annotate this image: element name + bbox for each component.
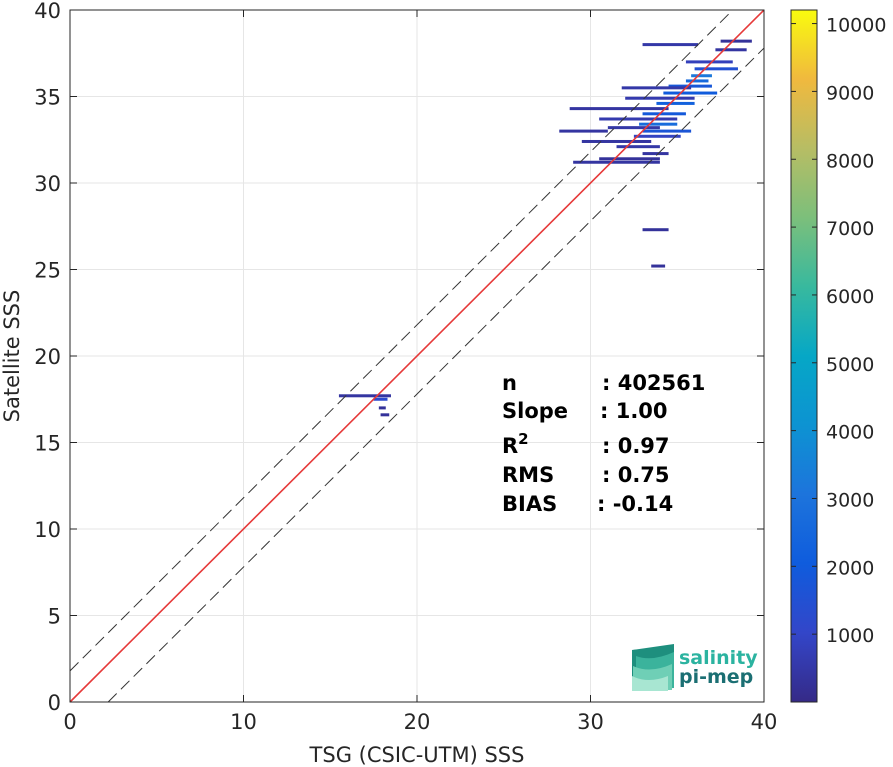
logo-text-pi-mep: pi-mep xyxy=(679,666,753,688)
stat-value-n: : 402561 xyxy=(602,371,705,395)
y-tick-label-8: 40 xyxy=(34,0,61,23)
density-segment-21 xyxy=(616,145,660,149)
stat-value-bias: : -0.14 xyxy=(597,492,673,516)
y-tick-label-4: 20 xyxy=(34,345,61,369)
density-segment-7 xyxy=(668,84,712,88)
density-segment-30 xyxy=(380,413,390,417)
density-segment-6 xyxy=(685,79,709,83)
stats-annotation: n : 402561 Slope : 1.00 R2 : 0.97 RMS : … xyxy=(502,371,705,516)
x-tick-label-2: 20 xyxy=(404,710,431,734)
y-tick-label-7: 35 xyxy=(34,86,61,110)
colorbar-tick-label-2: 3000 xyxy=(826,489,874,511)
stat-label-slope: Slope xyxy=(502,399,568,423)
x-tick-label-0: 0 xyxy=(63,710,76,734)
colorbar-tick-label-8: 9000 xyxy=(826,82,874,104)
density-segment-16 xyxy=(607,126,660,130)
x-tick-label-3: 30 xyxy=(577,710,604,734)
density-segment-11 xyxy=(656,101,695,105)
colorbar-tick-label-7: 8000 xyxy=(826,150,874,172)
density-segment-9 xyxy=(663,91,718,95)
reference-line-0 xyxy=(69,9,765,703)
colorbar-tick-label-9: 10000 xyxy=(826,15,886,37)
colorbar-tick-label-0: 1000 xyxy=(826,625,874,647)
density-segment-20 xyxy=(581,139,652,143)
density-segment-19 xyxy=(559,129,608,133)
colorbar-ticks: 1000 2000 3000 4000 5000 6000 7000 8000 9000 1000… xyxy=(791,15,886,647)
stat-label-bias: BIAS xyxy=(502,492,557,516)
logo-text-salinity: salinity xyxy=(679,647,758,669)
density-segment-17 xyxy=(642,129,692,133)
x-axis-label: TSG (CSIC-UTM) SSS xyxy=(309,743,525,767)
density-segment-28 xyxy=(373,397,388,401)
density-segment-2 xyxy=(715,48,747,52)
density-segment-29 xyxy=(378,406,386,410)
density-segment-23 xyxy=(599,157,660,161)
y-tick-label-5: 25 xyxy=(34,259,61,283)
density-segment-13 xyxy=(642,112,686,116)
reference-lines xyxy=(69,9,765,703)
stat-label-r2-base: R xyxy=(502,434,518,458)
density-segment-22 xyxy=(642,152,669,156)
y-tick-label-1: 5 xyxy=(48,605,61,629)
stat-value-rms: : 0.75 xyxy=(602,463,670,487)
colorbar-tick-label-5: 6000 xyxy=(826,286,874,308)
density-segment-27 xyxy=(338,394,391,398)
density-segment-5 xyxy=(691,74,712,78)
stat-label-r2: R2 xyxy=(502,430,529,458)
density-segment-18 xyxy=(633,134,681,138)
stat-label-n: n xyxy=(502,371,517,395)
y-axis-ticks: 0 5 10 15 20 25 30 35 40 xyxy=(34,0,764,715)
y-tick-label-3: 15 xyxy=(34,432,61,456)
reference-line-2 xyxy=(107,47,765,703)
stat-label-r2-superscript: 2 xyxy=(518,430,528,448)
density-segment-8 xyxy=(621,86,692,90)
density-segment-1 xyxy=(685,60,733,64)
colorbar-tick-label-6: 7000 xyxy=(826,218,874,240)
stat-value-slope: : 1.00 xyxy=(600,399,668,423)
density-segment-10 xyxy=(625,96,695,100)
density-segment-25 xyxy=(642,228,669,232)
density-segment-15 xyxy=(639,122,678,126)
density-segment-26 xyxy=(651,264,666,268)
stat-value-r2: : 0.97 xyxy=(602,434,670,458)
density-segment-4 xyxy=(694,67,738,71)
x-tick-label-4: 40 xyxy=(751,710,778,734)
density-segment-14 xyxy=(599,117,678,121)
colorbar-tick-label-1: 2000 xyxy=(826,557,874,579)
density-segment-3 xyxy=(720,39,752,43)
logo-wave-icon xyxy=(632,644,674,691)
x-tick-label-1: 10 xyxy=(230,710,257,734)
density-segment-12 xyxy=(569,107,669,111)
density-points xyxy=(338,39,752,417)
colorbar xyxy=(790,9,818,703)
colorbar-tick-label-4: 5000 xyxy=(826,354,874,376)
y-tick-label-0: 0 xyxy=(48,691,61,715)
stat-label-rms: RMS xyxy=(502,463,554,487)
y-axis-label: Satellite SSS xyxy=(0,290,24,423)
colorbar-tick-label-3: 4000 xyxy=(826,422,874,444)
reference-line-1 xyxy=(69,9,734,672)
x-axis-ticks: 0 10 20 30 40 xyxy=(63,10,777,734)
density-segment-24 xyxy=(573,160,660,164)
y-tick-label-6: 30 xyxy=(34,172,61,196)
y-tick-label-2: 10 xyxy=(34,518,61,542)
salinity-pi-mep-logo: salinity pi-mep xyxy=(632,644,758,691)
density-segment-0 xyxy=(642,43,699,47)
